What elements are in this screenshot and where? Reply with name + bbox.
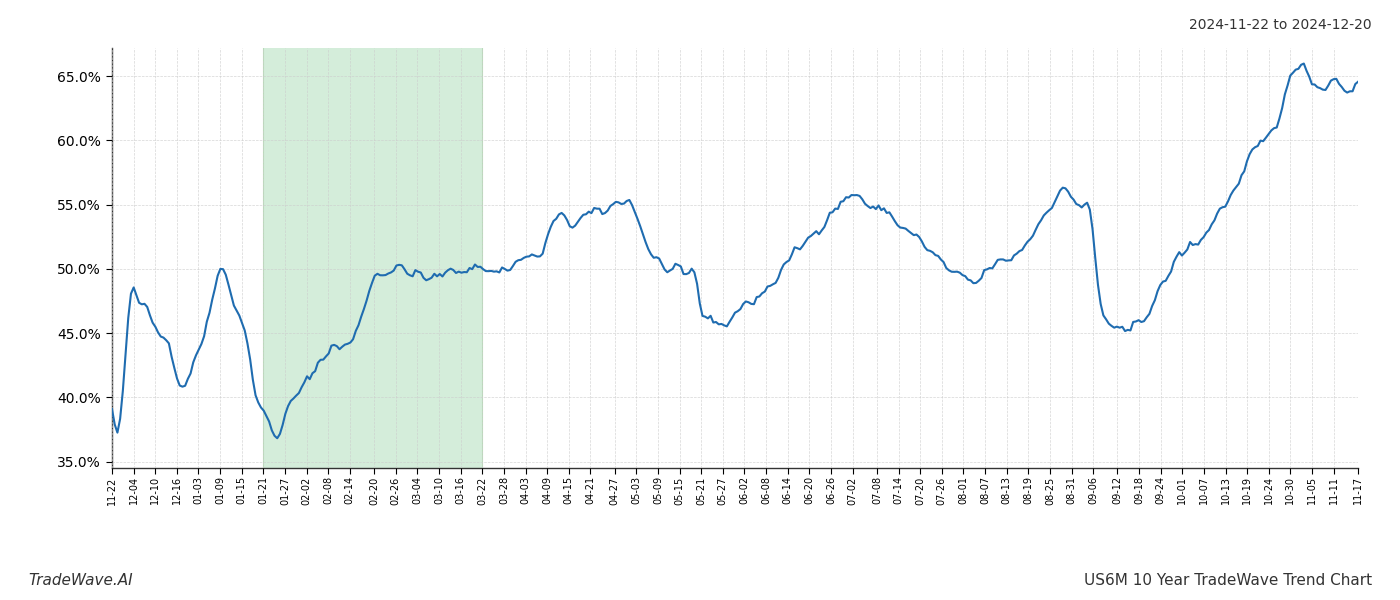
Text: 2024-11-22 to 2024-12-20: 2024-11-22 to 2024-12-20 (1190, 18, 1372, 32)
Text: TradeWave.AI: TradeWave.AI (28, 573, 133, 588)
Bar (263, 48, 482, 468)
Text: US6M 10 Year TradeWave Trend Chart: US6M 10 Year TradeWave Trend Chart (1084, 573, 1372, 588)
